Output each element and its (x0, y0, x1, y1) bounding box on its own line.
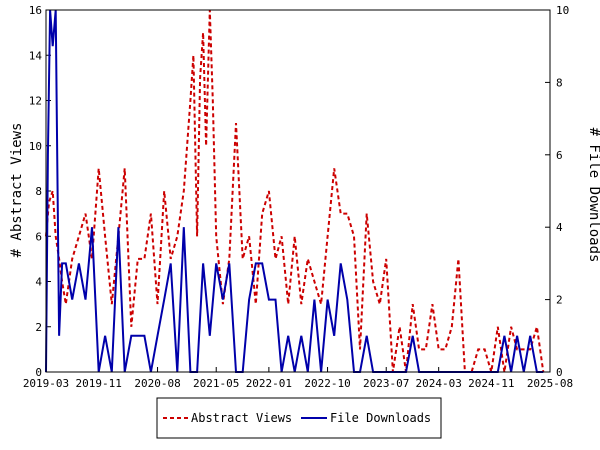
y-right-tick-label: 10 (556, 4, 569, 17)
series-line-file-downloads (45, 9, 544, 373)
legend-label-abstract-views: Abstract Views (191, 411, 292, 425)
x-tick-label: 2024-11 (468, 377, 514, 390)
y-right-tick-label: 2 (556, 294, 563, 307)
x-tick-label: 2024-03 (415, 377, 461, 390)
x-tick-label: 2021-05 (193, 377, 239, 390)
legend-label-file-downloads: File Downloads (330, 411, 431, 425)
y-left-tick-label: 10 (29, 140, 42, 153)
y-left-tick-label: 12 (29, 95, 42, 108)
y-right-tick-label: 6 (556, 149, 563, 162)
y-left-tick-label: 6 (35, 230, 42, 243)
x-tick-label: 2019-03 (23, 377, 69, 390)
y-left-tick-label: 4 (35, 276, 42, 289)
plot-frame (45, 9, 551, 373)
x-tick-label: 2020-08 (134, 377, 180, 390)
y-right-tick-label: 0 (556, 366, 563, 379)
legend-box (156, 397, 442, 439)
x-tick-label: 2025-08 (527, 377, 573, 390)
y-left-tick-label: 2 (35, 321, 42, 334)
y-left-tick-label: 0 (35, 366, 42, 379)
y-axis-right: 0 2 4 6 8 10 (545, 4, 569, 379)
x-axis: 2019-03 2019-11 2020-08 2021-05 2022-01 2022-… (23, 367, 573, 390)
y-left-tick-label: 16 (29, 4, 42, 17)
y-right-tick-label: 4 (556, 221, 563, 234)
x-tick-label: 2022-10 (304, 377, 350, 390)
y-right-tick-label: 8 (556, 76, 563, 89)
x-tick-label: 2023-07 (363, 377, 409, 390)
series-layer (45, 9, 545, 373)
x-tick-label: 2022-01 (246, 377, 292, 390)
y-axis-title-right: # File Downloads (586, 128, 600, 263)
legend: Abstract Views File Downloads (156, 397, 442, 439)
series-line-abstract-views (45, 9, 545, 373)
y-left-tick-label: 8 (35, 185, 42, 198)
y-left-tick-label: 14 (29, 49, 43, 62)
x-tick-label: 2019-11 (75, 377, 121, 390)
y-axis-title-left: # Abstract Views (9, 123, 25, 258)
